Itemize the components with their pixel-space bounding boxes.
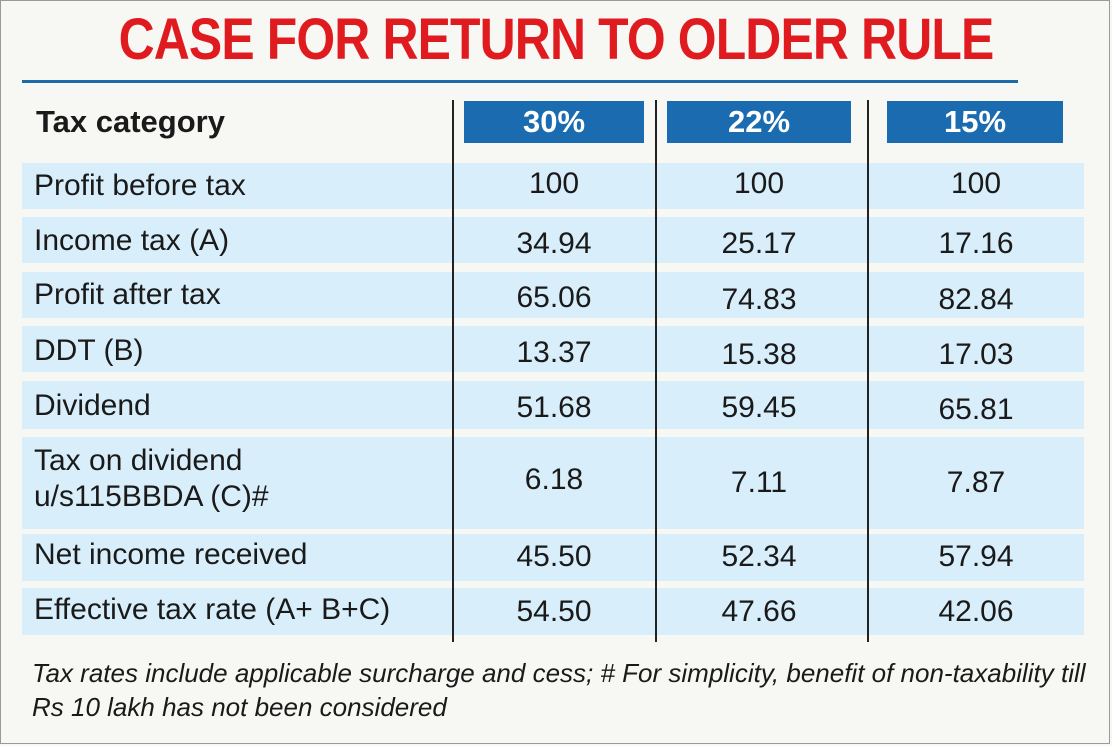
cell-value: 59.45 xyxy=(721,391,797,424)
column-divider xyxy=(655,100,657,642)
tax-category-header: Tax category xyxy=(36,104,225,139)
cell-value: 34.94 xyxy=(516,227,592,260)
row-band-8 xyxy=(22,588,1084,635)
cell-value: 13.37 xyxy=(516,336,592,369)
cell-value: 7.11 xyxy=(730,466,788,499)
row-band-1 xyxy=(22,163,1084,209)
cell-value: 25.17 xyxy=(721,227,797,260)
row-band-3 xyxy=(22,272,1084,318)
row-label: Profit after tax xyxy=(34,278,221,311)
cell-value: 17.03 xyxy=(938,338,1014,371)
column-divider xyxy=(867,100,869,642)
cell-value: 52.34 xyxy=(721,540,797,573)
row-band-4 xyxy=(22,326,1084,372)
cell-value: 100 xyxy=(733,167,785,200)
cell-value: 100 xyxy=(950,167,1002,200)
cell-value: 45.50 xyxy=(516,540,592,573)
row-label: Profit before tax xyxy=(34,169,246,202)
cell-value: 100 xyxy=(528,167,580,200)
rate-header-15: 15% xyxy=(887,101,1063,143)
cell-value: 47.66 xyxy=(721,595,797,628)
row-label-line2: u/s115BBDA (C)# xyxy=(34,480,269,513)
row-label: Net income received xyxy=(34,538,308,571)
cell-value: 54.50 xyxy=(516,595,592,628)
rate-header-22: 22% xyxy=(667,101,851,143)
cell-value: 17.16 xyxy=(938,227,1014,260)
row-label: Effective tax rate (A+ B+C) xyxy=(34,593,391,626)
row-band-6 xyxy=(22,437,1084,529)
row-label: Income tax (A) xyxy=(34,224,230,257)
row-band-5 xyxy=(22,381,1084,429)
cell-value: 65.81 xyxy=(938,393,1014,426)
cell-value: 42.06 xyxy=(938,595,1014,628)
cell-value: 7.87 xyxy=(946,466,1006,499)
rate-header-30: 30% xyxy=(464,101,644,143)
cell-value: 74.83 xyxy=(721,283,797,316)
cell-value: 65.06 xyxy=(516,281,592,314)
column-divider xyxy=(452,100,454,642)
cell-value: 82.84 xyxy=(938,283,1014,316)
row-label: Tax on dividend xyxy=(34,444,243,477)
row-band-7 xyxy=(22,534,1084,581)
cell-value: 15.38 xyxy=(721,338,797,371)
cell-value: 57.94 xyxy=(938,540,1014,573)
cell-value: 6.18 xyxy=(524,463,584,496)
row-label: Dividend xyxy=(34,389,151,422)
page-title: CASE FOR RETURN TO OLDER RULE xyxy=(118,7,995,72)
footnote: Tax rates include applicable surcharge a… xyxy=(32,658,1086,722)
row-label: DDT (B) xyxy=(34,334,144,367)
row-band-2 xyxy=(22,217,1084,263)
title-underline xyxy=(22,80,1018,83)
cell-value: 51.68 xyxy=(516,391,592,424)
